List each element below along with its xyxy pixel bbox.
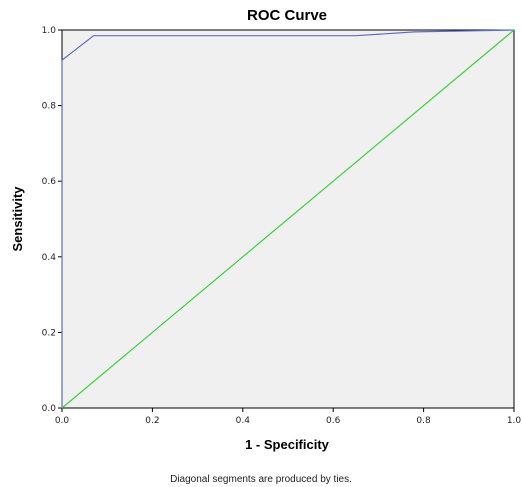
chart-footnote: Diagonal segments are produced by ties.: [170, 474, 352, 485]
y-tick-label: 1.0: [42, 26, 57, 36]
reference-diagonal-line: [61, 29, 515, 409]
roc-curve-line: [61, 29, 515, 408]
y-axis-label: Sensitivity: [10, 186, 25, 252]
y-tick-label: 0.0: [42, 404, 57, 414]
x-tick-label: 0.0: [55, 416, 70, 426]
y-tick-label: 0.8: [42, 102, 57, 112]
chart-title: ROC Curve: [247, 7, 327, 24]
x-tick-label: 0.2: [145, 416, 159, 426]
x-tick-label: 0.4: [236, 416, 251, 426]
y-tick-label: 0.6: [42, 177, 57, 187]
y-tick-label: 0.2: [42, 328, 56, 338]
y-tick-label: 0.4: [42, 253, 57, 263]
x-tick-label: 1.0: [507, 416, 522, 426]
x-tick-label: 0.6: [326, 416, 341, 426]
x-axis-label: 1 - Specificity: [245, 437, 330, 452]
x-tick-label: 0.8: [416, 416, 431, 426]
